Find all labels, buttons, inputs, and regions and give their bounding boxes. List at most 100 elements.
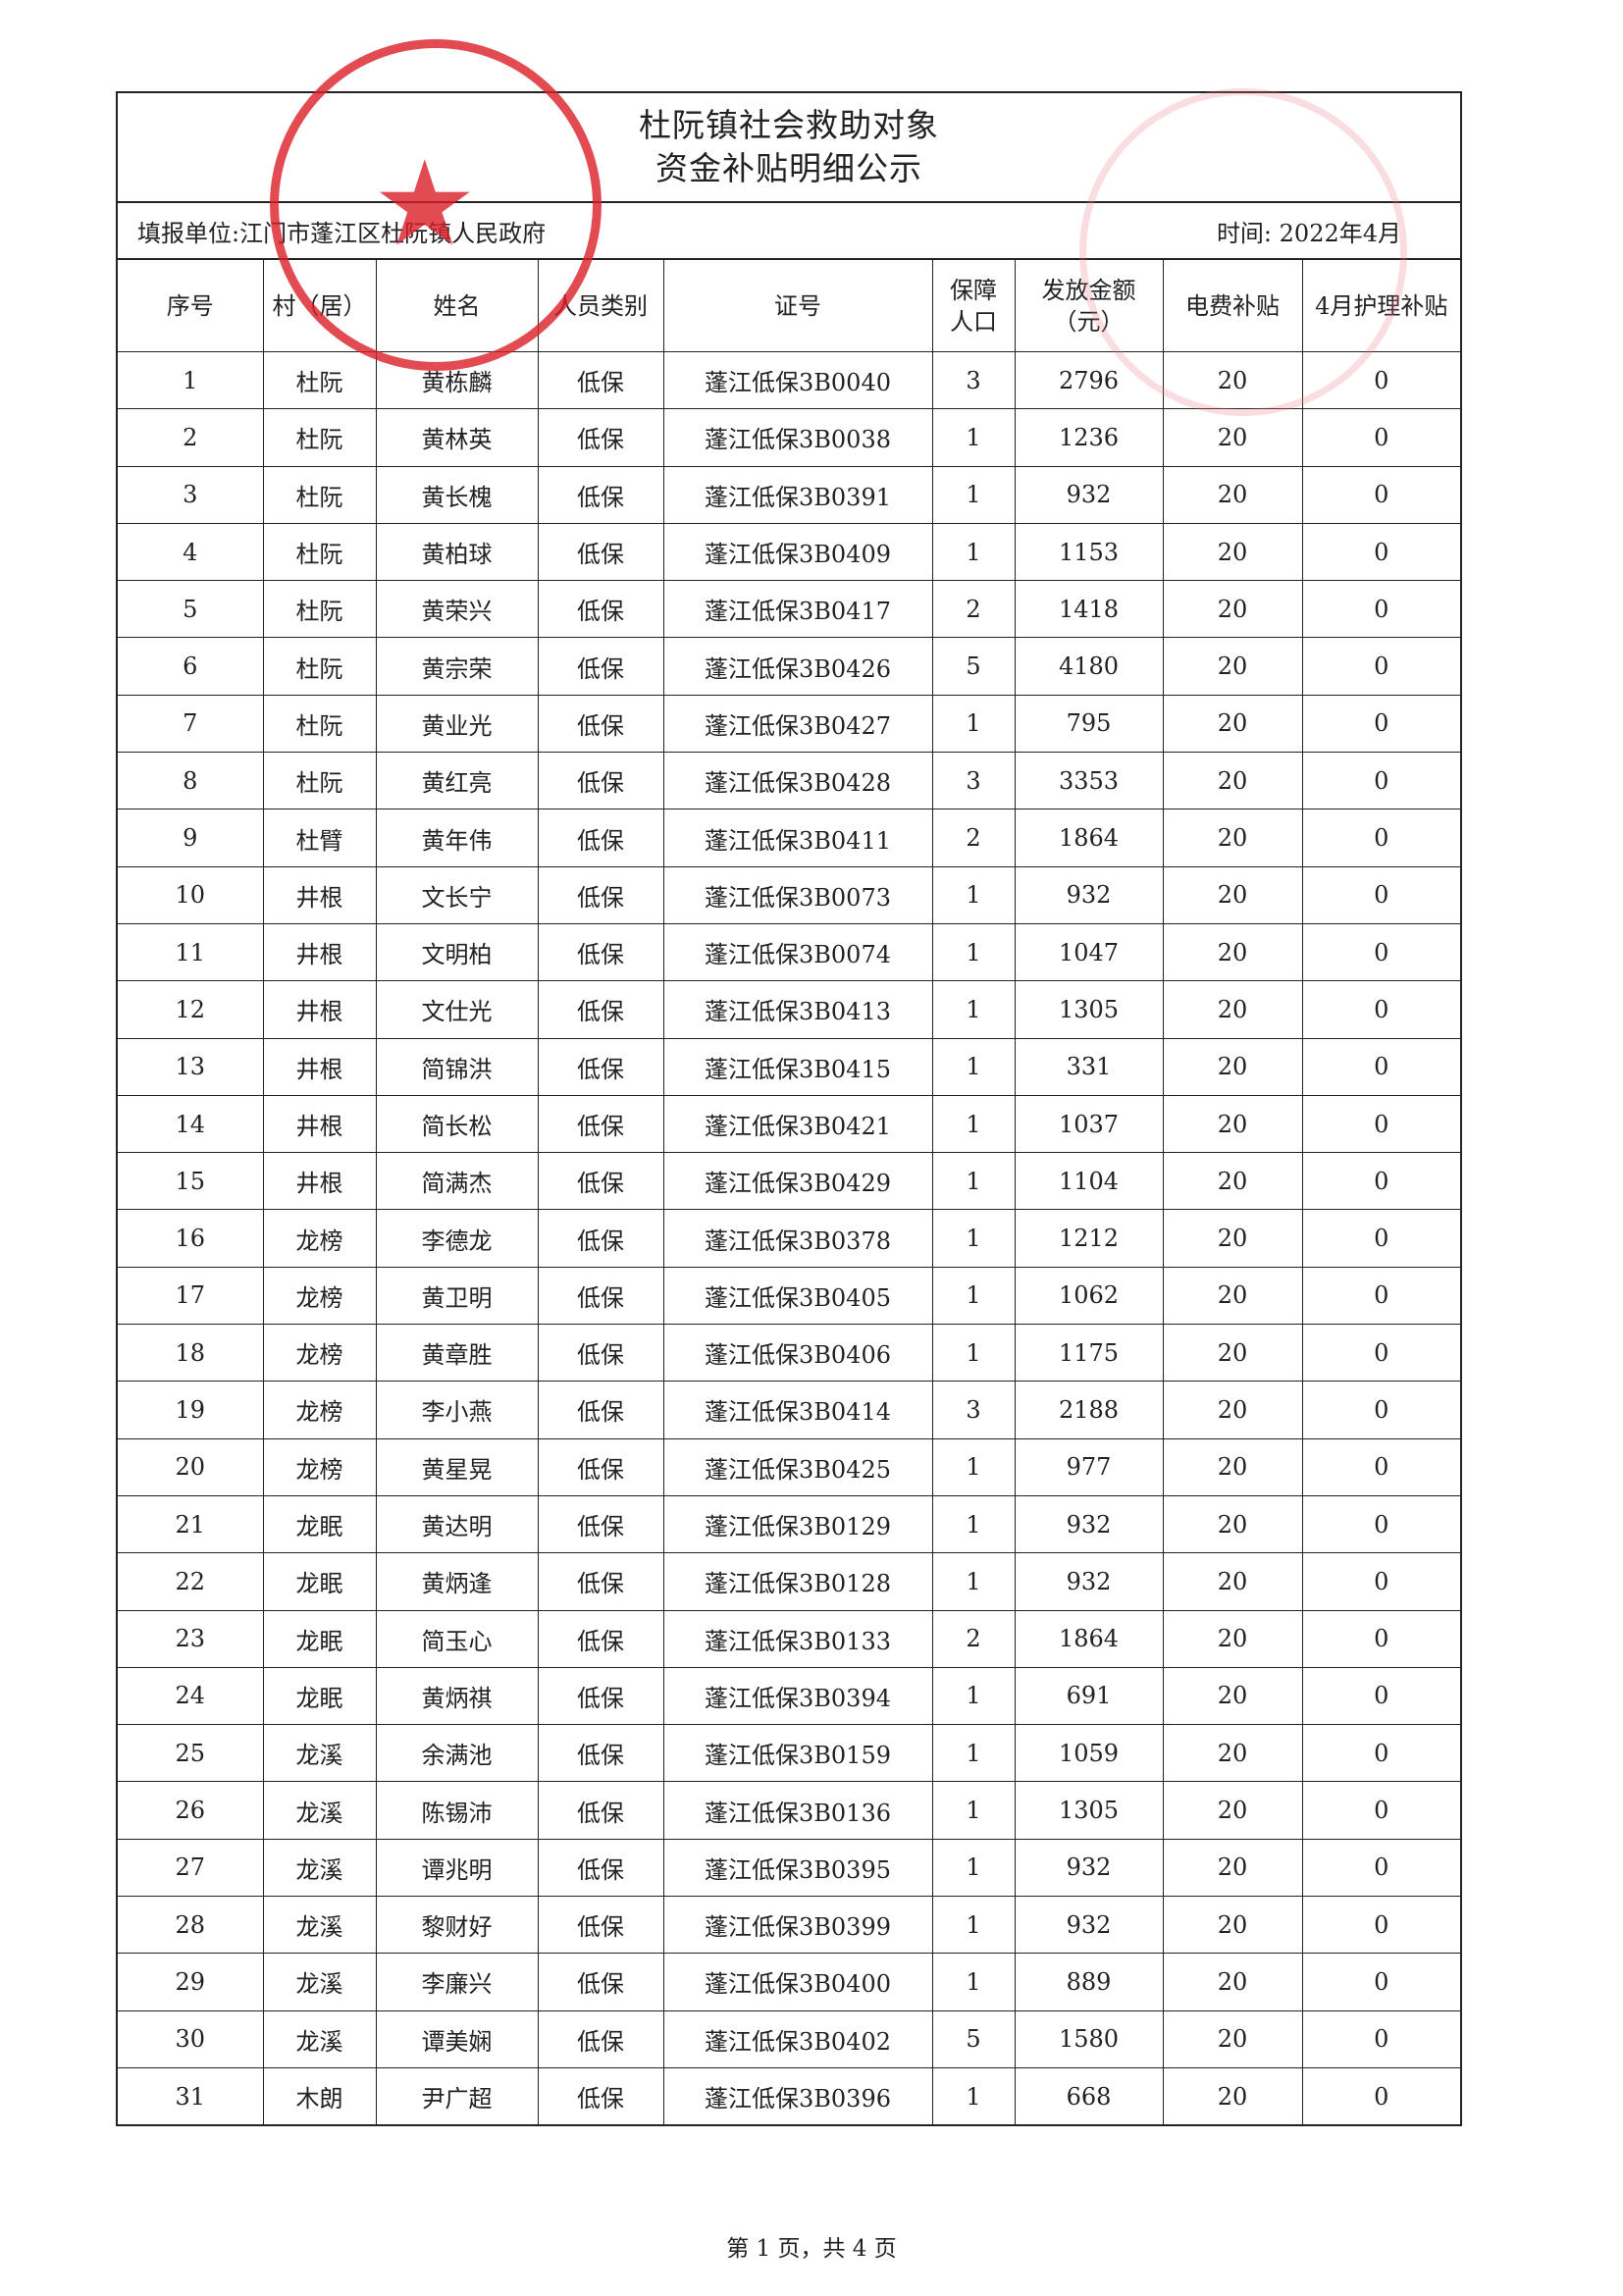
cell-amount: 1047 (1014, 922, 1164, 982)
cell-household-size: 1 (931, 1953, 1016, 2011)
cell-cert-no: 蓬江低保3B0396 (662, 2066, 933, 2125)
cell-cert-no: 蓬江低保3B0406 (662, 1324, 933, 1383)
cell-household-size: 5 (931, 2009, 1016, 2068)
cell-amount: 1037 (1014, 1094, 1164, 1154)
cell-village: 龙溪 (262, 1953, 377, 2011)
cell-cert-no: 蓬江低保3B0428 (662, 752, 933, 810)
document-sheet: 杜阮镇社会救助对象 资金补贴明细公示 填报单位:江门市蓬江区杜阮镇人民政府 时间… (116, 91, 1462, 2127)
cell-cert-no: 蓬江低保3B0417 (662, 580, 933, 639)
cell-care-subsidy: 0 (1301, 350, 1460, 410)
cell-household-size: 1 (931, 1094, 1016, 1154)
subsidy-table: 序号 村（居） 姓名 人员类别 证号 保障人口 发放金额（元） 电费补贴 4月护理补贴 1 杜阮 黄… (118, 260, 1460, 2125)
cell-cert-no: 蓬江低保3B0073 (662, 865, 933, 924)
cell-household-size: 1 (931, 1037, 1016, 1096)
header-amount: 发放金额（元） (1014, 260, 1164, 352)
header-household-size: 保障人口 (931, 260, 1016, 352)
cell-category: 低保 (537, 752, 664, 810)
cell-seq: 19 (118, 1381, 264, 1439)
cell-care-subsidy: 0 (1301, 1896, 1460, 1955)
cell-electricity-subsidy: 20 (1162, 922, 1303, 982)
cell-amount: 1305 (1014, 980, 1164, 1039)
cell-amount: 932 (1014, 1494, 1164, 1554)
table-row: 26 龙溪 陈锡沛 低保 蓬江低保3B0136 1 1305 20 0 (118, 1781, 1460, 1840)
header-electricity-subsidy: 电费补贴 (1162, 260, 1303, 352)
cell-seq: 5 (118, 580, 264, 639)
cell-seq: 25 (118, 1724, 264, 1783)
cell-amount: 889 (1014, 1953, 1164, 2011)
cell-seq: 7 (118, 694, 264, 754)
table-row: 22 龙眠 黄炳逢 低保 蓬江低保3B0128 1 932 20 0 (118, 1552, 1460, 1611)
cell-cert-no: 蓬江低保3B0421 (662, 1094, 933, 1154)
cell-category: 低保 (537, 408, 664, 467)
cell-category: 低保 (537, 1209, 664, 1268)
cell-seq: 26 (118, 1781, 264, 1840)
cell-care-subsidy: 0 (1301, 922, 1460, 982)
cell-cert-no: 蓬江低保3B0038 (662, 408, 933, 467)
cell-name: 文明柏 (375, 922, 539, 982)
cell-household-size: 1 (931, 1152, 1016, 1211)
title-line-2: 资金补贴明细公示 (655, 149, 922, 187)
cell-seq: 9 (118, 809, 264, 867)
cell-cert-no: 蓬江低保3B0040 (662, 350, 933, 410)
cell-village: 龙溪 (262, 2009, 377, 2068)
cell-seq: 28 (118, 1896, 264, 1955)
table-row: 11 井根 文明柏 低保 蓬江低保3B0074 1 1047 20 0 (118, 922, 1460, 982)
table-row: 12 井根 文仕光 低保 蓬江低保3B0413 1 1305 20 0 (118, 980, 1460, 1039)
cell-category: 低保 (537, 694, 664, 754)
cell-village: 杜阮 (262, 522, 377, 582)
cell-amount: 3353 (1014, 752, 1164, 810)
cell-electricity-subsidy: 20 (1162, 1838, 1303, 1898)
table-row: 19 龙榜 李小燕 低保 蓬江低保3B0414 3 2188 20 0 (118, 1381, 1460, 1439)
cell-electricity-subsidy: 20 (1162, 637, 1303, 696)
cell-amount: 1212 (1014, 1209, 1164, 1268)
cell-cert-no: 蓬江低保3B0429 (662, 1152, 933, 1211)
cell-amount: 795 (1014, 694, 1164, 754)
cell-household-size: 1 (931, 694, 1016, 754)
cell-category: 低保 (537, 865, 664, 924)
cell-care-subsidy: 0 (1301, 1381, 1460, 1439)
cell-cert-no: 蓬江低保3B0425 (662, 1437, 933, 1496)
cell-care-subsidy: 0 (1301, 809, 1460, 867)
table-header-row: 序号 村（居） 姓名 人员类别 证号 保障人口 发放金额（元） 电费补贴 4月护理补贴 (118, 260, 1460, 352)
cell-seq: 2 (118, 408, 264, 467)
cell-electricity-subsidy: 20 (1162, 2066, 1303, 2125)
table-row: 2 杜阮 黄林英 低保 蓬江低保3B0038 1 1236 20 0 (118, 408, 1460, 467)
cell-cert-no: 蓬江低保3B0400 (662, 1953, 933, 2011)
cell-care-subsidy: 0 (1301, 1152, 1460, 1211)
cell-name: 简锦洪 (375, 1037, 539, 1096)
cell-electricity-subsidy: 20 (1162, 1781, 1303, 1840)
cell-category: 低保 (537, 1838, 664, 1898)
table-row: 28 龙溪 黎财好 低保 蓬江低保3B0399 1 932 20 0 (118, 1896, 1460, 1955)
cell-care-subsidy: 0 (1301, 2009, 1460, 2068)
table-row: 23 龙眠 简玉心 低保 蓬江低保3B0133 2 1864 20 0 (118, 1609, 1460, 1668)
cell-household-size: 1 (931, 922, 1016, 982)
cell-care-subsidy: 0 (1301, 1609, 1460, 1668)
cell-amount: 1580 (1014, 2009, 1164, 2068)
cell-amount: 932 (1014, 1838, 1164, 1898)
table-row: 16 龙榜 李德龙 低保 蓬江低保3B0378 1 1212 20 0 (118, 1209, 1460, 1268)
cell-village: 龙眠 (262, 1609, 377, 1668)
cell-seq: 31 (118, 2066, 264, 2125)
cell-name: 黄栋麟 (375, 350, 539, 410)
cell-household-size: 1 (931, 1896, 1016, 1955)
cell-seq: 1 (118, 350, 264, 410)
table-row: 10 井根 文长宁 低保 蓬江低保3B0073 1 932 20 0 (118, 865, 1460, 924)
cell-care-subsidy: 0 (1301, 637, 1460, 696)
cell-village: 杜阮 (262, 752, 377, 810)
table-row: 15 井根 简满杰 低保 蓬江低保3B0429 1 1104 20 0 (118, 1152, 1460, 1211)
cell-household-size: 1 (931, 865, 1016, 924)
cell-amount: 691 (1014, 1666, 1164, 1726)
table-row: 27 龙溪 谭兆明 低保 蓬江低保3B0395 1 932 20 0 (118, 1838, 1460, 1898)
cell-village: 木朗 (262, 2066, 377, 2125)
cell-cert-no: 蓬江低保3B0128 (662, 1552, 933, 1611)
cell-category: 低保 (537, 1094, 664, 1154)
cell-household-size: 1 (931, 1838, 1016, 1898)
cell-seq: 17 (118, 1266, 264, 1326)
cell-household-size: 1 (931, 1437, 1016, 1496)
cell-electricity-subsidy: 20 (1162, 408, 1303, 467)
cell-electricity-subsidy: 20 (1162, 1552, 1303, 1611)
table-row: 31 木朗 尹广超 低保 蓬江低保3B0396 1 668 20 0 (118, 2066, 1460, 2125)
cell-electricity-subsidy: 20 (1162, 1094, 1303, 1154)
cell-care-subsidy: 0 (1301, 1094, 1460, 1154)
cell-cert-no: 蓬江低保3B0391 (662, 465, 933, 524)
